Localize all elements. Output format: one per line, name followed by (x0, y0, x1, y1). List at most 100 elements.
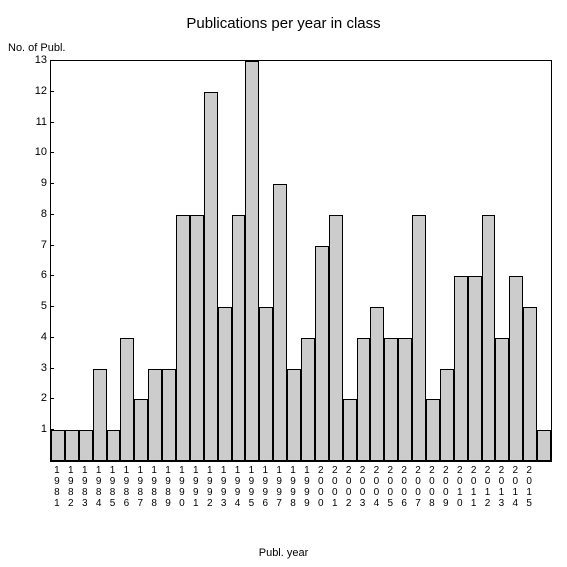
bar (148, 369, 162, 461)
bar (232, 215, 246, 461)
ytick-mark (50, 429, 54, 430)
ytick-label: 4 (27, 331, 47, 343)
ytick-mark (50, 368, 54, 369)
xtick-label: 1985 (106, 465, 120, 509)
xtick-label: 2010 (453, 465, 467, 509)
bar (245, 61, 259, 461)
ytick-mark (50, 122, 54, 123)
bar (176, 215, 190, 461)
xtick-label: 1983 (78, 465, 92, 509)
ytick-label: 7 (27, 239, 47, 251)
ytick-mark (50, 245, 54, 246)
xtick-label: 2000 (314, 465, 328, 509)
bar (454, 276, 468, 461)
ytick-mark (50, 275, 54, 276)
ytick-mark (50, 306, 54, 307)
xtick-label: 1986 (119, 465, 133, 509)
bar (468, 276, 482, 461)
bar (93, 369, 107, 461)
bar (509, 276, 523, 461)
xtick-label: 1981 (50, 465, 64, 509)
ytick-label: 2 (27, 392, 47, 404)
xtick-label: 1984 (92, 465, 106, 509)
xtick-label: 2009 (439, 465, 453, 509)
bar (273, 184, 287, 461)
ytick-mark (50, 398, 54, 399)
ytick-label: 9 (27, 177, 47, 189)
ytick-mark (50, 337, 54, 338)
bar (537, 430, 551, 461)
ytick-label: 12 (27, 85, 47, 97)
bar (120, 338, 134, 461)
bar (495, 338, 509, 461)
ytick-label: 5 (27, 300, 47, 312)
bar (259, 307, 273, 461)
xtick-label: 1988 (147, 465, 161, 509)
y-axis-label: No. of Publ. (8, 42, 65, 54)
xtick-label: 1999 (300, 465, 314, 509)
bar (315, 246, 329, 461)
bar (412, 215, 426, 461)
ytick-mark (50, 152, 54, 153)
ytick-label: 1 (27, 423, 47, 435)
bar (134, 399, 148, 461)
xtick-label: 2006 (397, 465, 411, 509)
ytick-label: 10 (27, 146, 47, 158)
xtick-label: 2011 (467, 465, 481, 509)
bar (343, 399, 357, 461)
xtick-label: 2002 (342, 465, 356, 509)
xtick-label: 1992 (203, 465, 217, 509)
xtick-label: 2004 (369, 465, 383, 509)
ytick-label: 6 (27, 269, 47, 281)
ytick-label: 13 (27, 54, 47, 66)
ytick-label: 3 (27, 362, 47, 374)
ytick-mark (50, 183, 54, 184)
xtick-label: 1989 (161, 465, 175, 509)
bar (523, 307, 537, 461)
bar (329, 215, 343, 461)
xtick-label: 2003 (356, 465, 370, 509)
bar (398, 338, 412, 461)
ytick-label: 8 (27, 208, 47, 220)
ytick-label: 11 (27, 116, 47, 128)
bar (287, 369, 301, 461)
bar (301, 338, 315, 461)
bar (384, 338, 398, 461)
xtick-label: 2014 (508, 465, 522, 509)
x-axis-label: Publ. year (0, 547, 567, 559)
bar (190, 215, 204, 461)
bar (218, 307, 232, 461)
xtick-label: 1994 (231, 465, 245, 509)
chart-container: Publications per year in class No. of Pu… (0, 0, 567, 567)
xtick-label: 2013 (494, 465, 508, 509)
xtick-label: 1990 (175, 465, 189, 509)
bar (370, 307, 384, 461)
bar (357, 338, 371, 461)
xtick-label: 1987 (133, 465, 147, 509)
bar (51, 430, 65, 461)
xtick-label: 1995 (244, 465, 258, 509)
ytick-mark (50, 60, 54, 61)
xtick-label: 2008 (425, 465, 439, 509)
bar (65, 430, 79, 461)
bar (426, 399, 440, 461)
xtick-label: 1991 (189, 465, 203, 509)
bar (162, 369, 176, 461)
plot-area (50, 60, 552, 462)
xtick-label: 2001 (328, 465, 342, 509)
bar (204, 92, 218, 461)
bar (79, 430, 93, 461)
bar (440, 369, 454, 461)
bar (107, 430, 121, 461)
xtick-label: 1993 (217, 465, 231, 509)
xtick-label: 1997 (272, 465, 286, 509)
xtick-label: 2005 (383, 465, 397, 509)
chart-title: Publications per year in class (0, 15, 567, 32)
xtick-label: 2012 (481, 465, 495, 509)
xtick-label: 1982 (64, 465, 78, 509)
xtick-label: 2007 (411, 465, 425, 509)
bar (482, 215, 496, 461)
ytick-mark (50, 91, 54, 92)
ytick-mark (50, 214, 54, 215)
xtick-label: 2015 (522, 465, 536, 509)
